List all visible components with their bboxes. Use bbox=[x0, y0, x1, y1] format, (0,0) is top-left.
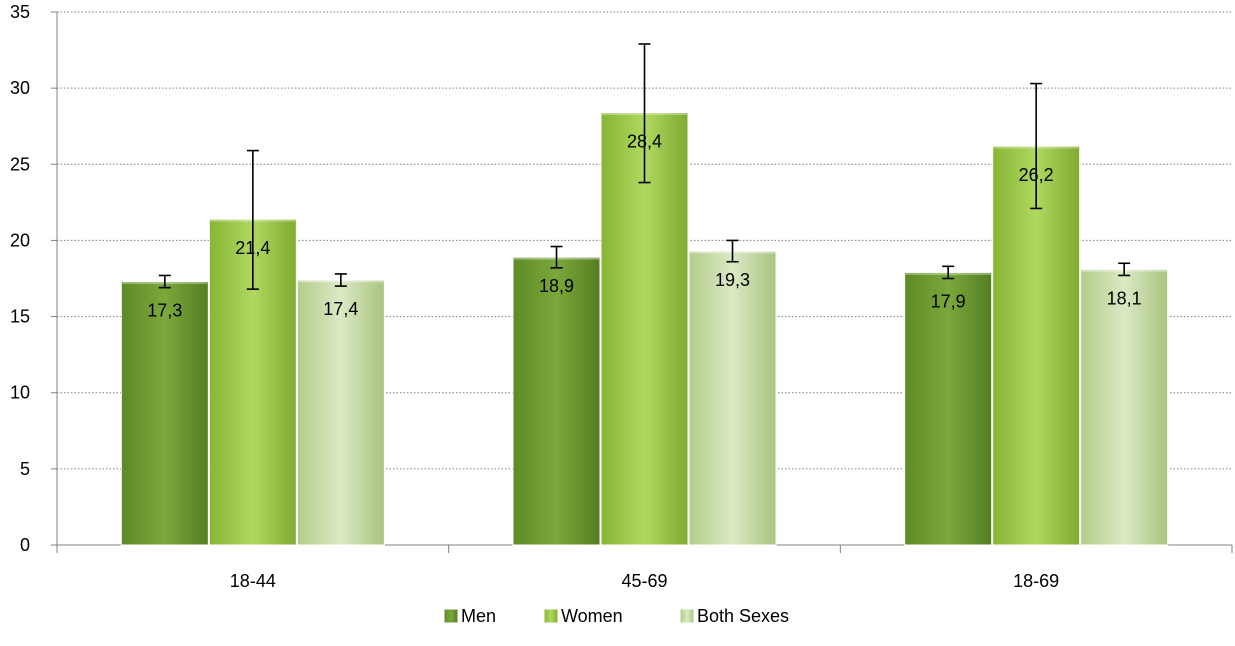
bar-women bbox=[992, 145, 1081, 546]
legend-swatch-both-sexes bbox=[679, 608, 695, 624]
y-tick-label: 10 bbox=[10, 383, 30, 403]
y-tick-label: 35 bbox=[10, 2, 30, 22]
y-tick-label: 30 bbox=[10, 78, 30, 98]
legend-label: Both Sexes bbox=[697, 606, 789, 626]
y-tick-label: 25 bbox=[10, 154, 30, 174]
bars bbox=[120, 43, 1169, 546]
bar-both-sexes bbox=[688, 250, 777, 546]
bar-men bbox=[120, 281, 209, 546]
data-label: 18,1 bbox=[1107, 288, 1142, 308]
bar-men bbox=[512, 256, 601, 546]
legend-label: Women bbox=[561, 606, 623, 626]
data-label: 21,4 bbox=[235, 238, 270, 258]
y-tick-label: 20 bbox=[10, 230, 30, 250]
data-label: 18,9 bbox=[539, 276, 574, 296]
legend: Men Women Both Sexes bbox=[443, 606, 789, 626]
data-label: 17,4 bbox=[323, 299, 358, 319]
data-label: 17,3 bbox=[147, 301, 182, 321]
x-tick-label: 18-44 bbox=[230, 571, 276, 591]
legend-label: Men bbox=[461, 606, 496, 626]
data-labels: 17,3 21,4 17,4 18,9 28,4 19,3 17,9 26,2 18,1 bbox=[147, 132, 1141, 321]
y-tick-label: 5 bbox=[20, 459, 30, 479]
y-tick-label: 0 bbox=[20, 535, 30, 555]
data-label: 28,4 bbox=[627, 132, 662, 152]
data-label: 19,3 bbox=[715, 270, 750, 290]
x-tick-label: 18-69 bbox=[1013, 571, 1059, 591]
y-tick-label: 15 bbox=[10, 307, 30, 327]
legend-swatch-women bbox=[543, 608, 559, 624]
bar-both-sexes bbox=[1080, 268, 1169, 546]
bar-women bbox=[600, 112, 689, 546]
legend-swatch-men bbox=[443, 608, 459, 624]
bar-men bbox=[904, 271, 993, 546]
x-tick-label: 45-69 bbox=[621, 571, 667, 591]
bar-both-sexes bbox=[296, 279, 385, 546]
data-label: 17,9 bbox=[931, 291, 966, 311]
data-label: 26,2 bbox=[1019, 165, 1054, 185]
